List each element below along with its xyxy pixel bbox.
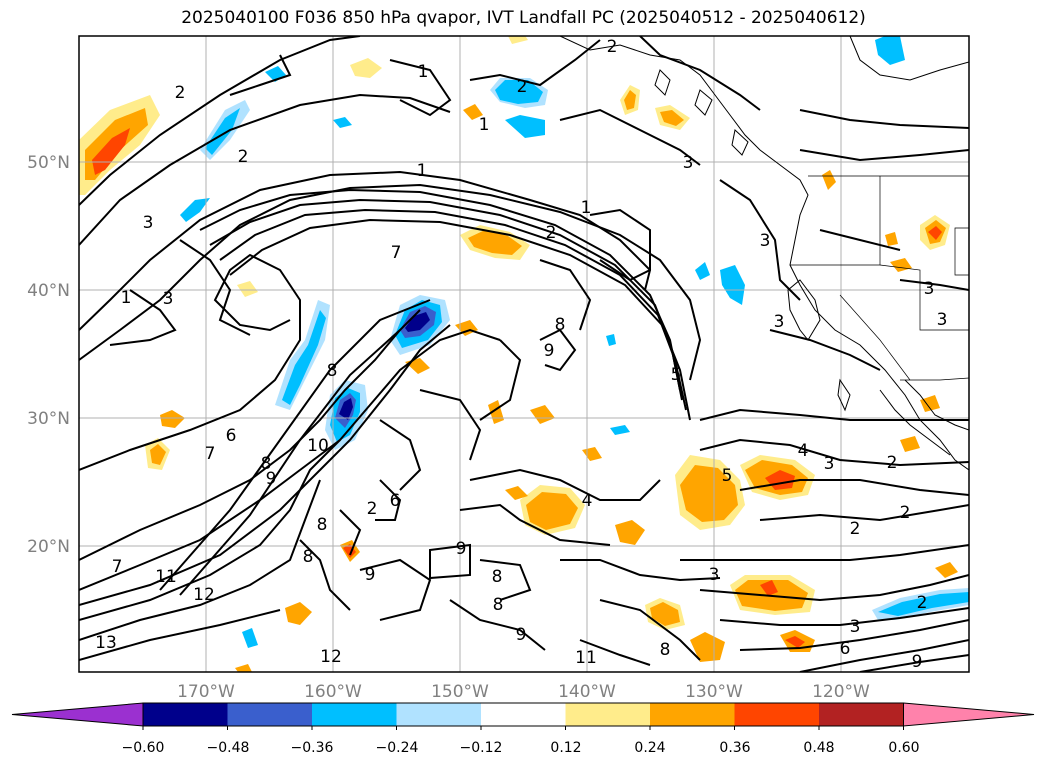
contour-label: 13 bbox=[95, 633, 117, 653]
contour-label: 8 bbox=[317, 515, 328, 535]
colorbar-segment bbox=[143, 703, 228, 726]
contour-label: 3 bbox=[774, 312, 785, 332]
contour-label: 6 bbox=[840, 639, 851, 659]
contour-label: 6 bbox=[390, 491, 401, 511]
colorbar-segment bbox=[565, 703, 651, 726]
contour-label: 8 bbox=[493, 595, 504, 615]
qvapor-filled-contours bbox=[79, 36, 969, 672]
contour-label: 2 bbox=[850, 519, 861, 539]
contour-label: 8 bbox=[555, 315, 566, 335]
contour-label: 2 bbox=[917, 593, 928, 613]
colorbar-segment bbox=[396, 703, 482, 726]
colorbar-label: −0.60 bbox=[122, 740, 165, 756]
colorbar-segment bbox=[734, 703, 820, 726]
contour-label: 8 bbox=[492, 567, 503, 587]
contour-label: 8 bbox=[261, 454, 272, 474]
contour-label: 8 bbox=[660, 640, 671, 660]
coastlines bbox=[559, 36, 969, 471]
contour-label: 1 bbox=[479, 115, 490, 135]
colorbar-label: −0.48 bbox=[207, 740, 250, 756]
contour-label: 3 bbox=[683, 153, 694, 173]
contour-label: 2 bbox=[900, 503, 911, 523]
colorbar-label: 0.36 bbox=[719, 740, 750, 756]
contour-label: 1 bbox=[418, 62, 429, 82]
contour-label: 12 bbox=[193, 585, 215, 605]
colorbar-segment bbox=[481, 703, 566, 726]
contour-label: 4 bbox=[798, 441, 809, 461]
colorbar-segment bbox=[227, 703, 313, 726]
contour-label: 6 bbox=[226, 426, 237, 446]
contour-label: 9 bbox=[516, 625, 527, 645]
colorbar-label: 0.48 bbox=[803, 740, 834, 756]
colorbar-label: −0.24 bbox=[376, 740, 419, 756]
colorbar-label: −0.36 bbox=[291, 740, 334, 756]
lon-label-140w: 140°W bbox=[558, 682, 616, 702]
colorbar-segment bbox=[819, 703, 904, 726]
contour-label: 7 bbox=[112, 557, 123, 577]
contour-label: 3 bbox=[924, 279, 935, 299]
contour-label: 2 bbox=[175, 83, 186, 103]
state-borders bbox=[790, 175, 969, 381]
ivt-contours bbox=[79, 36, 969, 672]
colorbar-extend-max bbox=[903, 702, 1035, 727]
lon-label-130w: 130°W bbox=[685, 682, 743, 702]
colorbar-segment bbox=[650, 703, 735, 726]
map-title: 2025040100 F036 850 hPa qvapor, IVT Land… bbox=[181, 8, 866, 28]
contour-label: 12 bbox=[320, 647, 342, 667]
contour-label: 3 bbox=[937, 310, 948, 330]
colorbar-label: 0.24 bbox=[634, 740, 665, 756]
lat-label-20n: 20°N bbox=[27, 537, 70, 557]
contour-label: 2 bbox=[887, 453, 898, 473]
contour-label: 3 bbox=[850, 617, 861, 637]
contour-label: 2 bbox=[238, 147, 249, 167]
contour-label: 9 bbox=[365, 565, 376, 585]
contour-label: 2 bbox=[546, 223, 557, 243]
contour-label: 2 bbox=[367, 499, 378, 519]
contour-label: 5 bbox=[671, 365, 682, 385]
lon-label-160w: 160°W bbox=[304, 682, 362, 702]
map-border bbox=[78, 35, 970, 673]
contour-label: 3 bbox=[760, 231, 771, 251]
contour-label: 3 bbox=[163, 289, 174, 309]
colorbar bbox=[11, 702, 1035, 730]
colorbar-frame bbox=[142, 702, 904, 727]
contour-label: 5 bbox=[722, 466, 733, 486]
contour-label: 1 bbox=[581, 198, 592, 218]
lat-label-50n: 50°N bbox=[27, 153, 70, 173]
contour-label: 7 bbox=[391, 243, 402, 263]
contour-label: 11 bbox=[155, 567, 177, 587]
contour-label: 3 bbox=[709, 565, 720, 585]
colorbar-extend-min bbox=[11, 702, 144, 727]
map-gridlines bbox=[79, 36, 969, 672]
colorbar-label: 0.12 bbox=[550, 740, 581, 756]
contour-label: 1 bbox=[417, 161, 428, 181]
lat-label-30n: 30°N bbox=[27, 409, 70, 429]
colorbar-label: 0.60 bbox=[888, 740, 919, 756]
contour-label: 9 bbox=[266, 469, 277, 489]
contour-label: 2 bbox=[607, 37, 618, 57]
lon-label-150w: 150°W bbox=[431, 682, 489, 702]
contour-label: 9 bbox=[544, 341, 555, 361]
contour-label: 10 bbox=[307, 436, 329, 456]
colorbar-labels: −0.60 −0.48 −0.36 −0.24 −0.12 0.12 0.24 … bbox=[122, 740, 920, 756]
colorbar-label: −0.12 bbox=[460, 740, 503, 756]
contour-label: 9 bbox=[456, 539, 467, 559]
contour-label: 9 bbox=[912, 652, 923, 672]
contour-label: 8 bbox=[303, 547, 314, 567]
lon-label-120w: 120°W bbox=[812, 682, 870, 702]
contour-label: 4 bbox=[582, 491, 593, 511]
contour-label: 1 bbox=[121, 288, 132, 308]
contour-label: 7 bbox=[205, 444, 216, 464]
contour-label: 2 bbox=[517, 77, 528, 97]
contour-label: 8 bbox=[327, 361, 338, 381]
lat-label-40n: 40°N bbox=[27, 281, 70, 301]
colorbar-segment bbox=[312, 703, 397, 726]
lon-label-170w: 170°W bbox=[177, 682, 235, 702]
contour-label: 3 bbox=[143, 213, 154, 233]
contour-label: 11 bbox=[575, 648, 597, 668]
contour-label: 3 bbox=[824, 454, 835, 474]
